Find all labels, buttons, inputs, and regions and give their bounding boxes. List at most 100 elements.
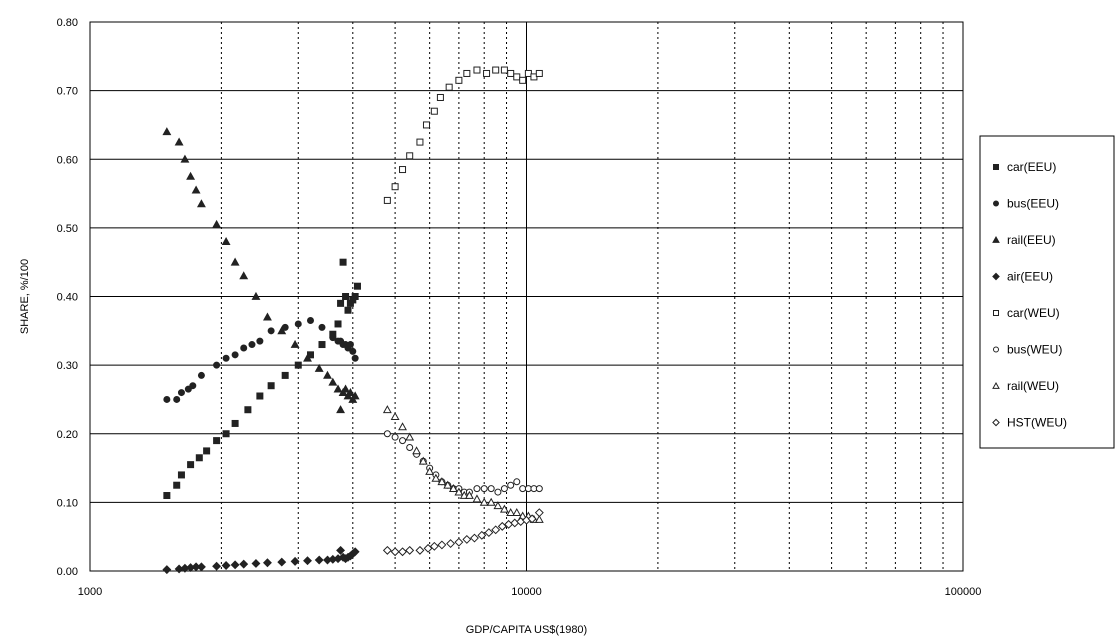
series-raileeu: [162, 127, 360, 414]
data-point: [431, 473, 441, 482]
x-axis-title: GDP/CAPITA US$(1980): [466, 624, 587, 636]
data-point: [231, 351, 239, 359]
data-point: [195, 454, 203, 462]
data-point: [196, 562, 206, 572]
data-point: [470, 533, 479, 543]
legend-label: bus(WEU): [1007, 343, 1062, 357]
legend-item: car(WEU): [993, 306, 1060, 320]
data-point: [519, 485, 527, 493]
data-point: [329, 334, 337, 342]
data-point: [455, 76, 463, 84]
data-point: [353, 282, 361, 290]
data-point: [390, 547, 400, 557]
data-point: [196, 199, 206, 208]
legend-item: air(EEU): [992, 270, 1053, 284]
legend-label: rail(EEU): [1007, 233, 1056, 247]
data-point: [486, 497, 496, 506]
data-point: [263, 312, 272, 321]
data-point: [399, 437, 407, 445]
data-point: [462, 534, 472, 544]
data-point: [191, 185, 201, 194]
data-point: [492, 66, 500, 74]
y-tick-label: 0.50: [57, 223, 78, 235]
data-point: [383, 196, 391, 204]
data-point: [290, 339, 300, 348]
data-point: [221, 561, 231, 570]
data-point: [267, 327, 275, 335]
data-point: [497, 521, 507, 531]
data-point: [448, 484, 458, 493]
data-point: [277, 326, 287, 335]
data-point: [337, 299, 345, 307]
data-point: [350, 547, 360, 557]
legend-marker: [993, 200, 999, 207]
data-point: [339, 258, 347, 266]
data-point: [262, 558, 272, 568]
series-buseeu: [163, 317, 359, 403]
grid: [89, 21, 964, 572]
data-point: [535, 485, 543, 493]
data-point: [423, 543, 433, 553]
y-tick-label: 0.00: [57, 566, 78, 578]
data-point: [336, 405, 346, 414]
data-point: [406, 152, 414, 160]
data-point: [480, 485, 488, 493]
data-point: [415, 545, 425, 555]
series-railweu: [382, 405, 544, 523]
data-point: [213, 361, 221, 369]
legend-marker: [993, 310, 999, 316]
data-point: [318, 341, 326, 349]
data-point: [294, 320, 302, 328]
data-point: [429, 541, 439, 551]
y-tick-label: 0.30: [57, 360, 78, 372]
legend-marker: [992, 418, 1000, 427]
data-point: [418, 456, 428, 465]
data-point: [222, 354, 230, 362]
data-point: [230, 257, 240, 266]
data-point: [314, 363, 324, 372]
data-point: [230, 560, 240, 570]
data-point: [212, 561, 222, 571]
data-point: [333, 384, 343, 393]
y-tick-label: 0.70: [57, 86, 78, 98]
data-point: [244, 406, 252, 414]
y-axis-title: SHARE, %/100: [19, 259, 31, 334]
y-tick-label: 0.10: [57, 497, 78, 509]
data-point: [240, 344, 248, 352]
data-point: [162, 565, 172, 575]
data-point: [446, 539, 456, 549]
data-point: [463, 69, 471, 77]
data-point: [239, 559, 249, 569]
data-point: [328, 377, 338, 386]
data-point: [519, 76, 527, 84]
data-point: [177, 471, 185, 479]
data-point: [494, 488, 502, 496]
data-point: [507, 69, 515, 77]
data-point: [398, 422, 407, 431]
data-point: [406, 443, 414, 451]
data-point: [391, 183, 399, 191]
data-point: [186, 171, 196, 180]
data-point: [212, 219, 222, 228]
data-point: [303, 353, 312, 362]
data-point: [437, 477, 447, 486]
data-point: [334, 320, 342, 328]
data-point: [512, 508, 522, 517]
data-point: [382, 405, 392, 414]
data-point: [239, 271, 249, 280]
data-point: [454, 487, 464, 496]
data-point: [163, 395, 171, 403]
y-tick-label: 0.80: [57, 17, 78, 29]
data-point: [535, 69, 543, 77]
data-point: [294, 361, 302, 369]
legend-marker: [992, 381, 1000, 389]
legend-item: bus(WEU): [993, 343, 1062, 357]
y-tick-label: 0.20: [57, 429, 78, 441]
data-point: [398, 547, 407, 557]
data-point: [345, 387, 355, 396]
data-point: [430, 107, 438, 115]
data-point: [500, 485, 508, 493]
data-point: [443, 480, 453, 489]
data-point: [231, 419, 239, 427]
data-point: [342, 293, 350, 300]
